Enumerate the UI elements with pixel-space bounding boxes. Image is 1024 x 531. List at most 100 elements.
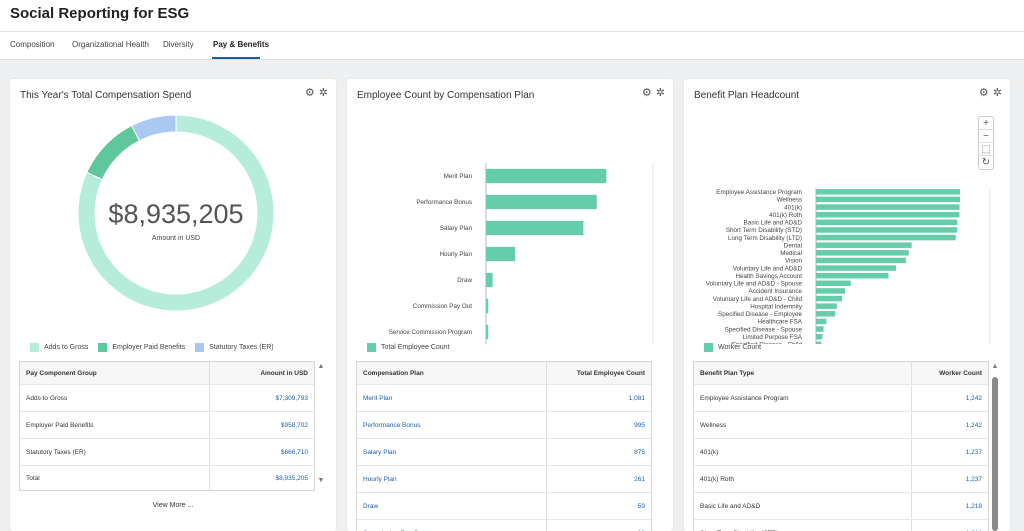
column-header[interactable]: Worker Count <box>939 369 982 377</box>
scroll-up-icon[interactable]: ▲ <box>991 363 999 370</box>
bar[interactable] <box>486 272 493 288</box>
bar[interactable] <box>816 326 824 332</box>
count-link[interactable]: 995 <box>634 421 645 429</box>
column-header[interactable]: Compensation Plan <box>357 362 547 384</box>
plan-link[interactable]: Salary Plan <box>357 439 547 465</box>
table-scrollbar[interactable]: ▲ <box>990 361 1000 531</box>
bar[interactable] <box>816 219 958 226</box>
filter-sliders-icon[interactable]: ⚙ <box>641 87 652 99</box>
table-row: Short Term Disability (STD) 1,218 <box>694 520 988 531</box>
count-link[interactable]: 1,237 <box>965 475 982 483</box>
bar[interactable] <box>816 280 851 287</box>
bar[interactable] <box>486 220 584 236</box>
compensation-plan-table: Compensation Plan Total Employee Count M… <box>356 361 652 531</box>
employee-count-card: Employee Count by Compensation Plan ⚙ ✲ … <box>347 79 673 531</box>
table-row: Draw 59 <box>357 493 651 520</box>
benefit-plan-card: Benefit Plan Headcount ⚙ ✲ Employee Assi… <box>684 79 1010 531</box>
table-row: 401(k) Roth 1,237 <box>694 466 988 493</box>
category-label: Service Commission Program <box>389 329 472 336</box>
column-header[interactable]: Amount in USD <box>260 369 308 377</box>
amount-link[interactable]: $7,309,793 <box>275 394 308 402</box>
count-link[interactable]: 1,218 <box>912 520 988 531</box>
legend-swatch <box>98 343 108 352</box>
bar[interactable] <box>816 295 843 302</box>
card-title: Employee Count by Compensation Plan <box>357 90 535 101</box>
plan-link[interactable]: Merit Plan <box>357 385 547 411</box>
scrollbar-thumb[interactable] <box>992 377 998 531</box>
bar[interactable] <box>816 303 837 309</box>
legend-swatch <box>30 343 39 352</box>
filter-sliders-icon[interactable]: ⚙ <box>978 87 989 99</box>
count-link[interactable]: 1,242 <box>965 421 982 429</box>
bar[interactable] <box>816 211 960 218</box>
tab-diversity[interactable]: Diversity <box>163 40 194 49</box>
count-link[interactable]: 875 <box>634 448 645 456</box>
column-header[interactable]: Benefit Plan Type <box>694 362 912 384</box>
gear-icon[interactable]: ✲ <box>992 87 1002 99</box>
donut-slice[interactable] <box>86 124 141 181</box>
bar[interactable] <box>486 324 489 340</box>
tab-pay-and-benefits[interactable]: Pay & Benefits <box>213 40 270 49</box>
plan-link[interactable]: Commission Pay Out <box>357 520 547 531</box>
bar[interactable] <box>816 318 827 325</box>
benefit-plan-bar-chart: Employee Assistance ProgramWellness401(k… <box>706 188 991 344</box>
count-link[interactable]: 1,242 <box>965 394 982 402</box>
bar[interactable] <box>816 265 897 271</box>
tab-composition[interactable]: Composition <box>10 40 55 49</box>
count-link[interactable]: 20 <box>547 520 651 531</box>
count-link[interactable]: 1,218 <box>965 502 982 510</box>
table-header-row: Pay Component Group Amount in USD <box>20 362 314 385</box>
plan-link[interactable]: Performance Bonus <box>357 412 547 438</box>
zoom-out-icon[interactable]: − <box>979 130 993 143</box>
bar[interactable] <box>816 341 822 344</box>
bar[interactable] <box>816 234 956 241</box>
filter-sliders-icon[interactable]: ⚙ <box>304 87 315 99</box>
donut-slice[interactable] <box>77 114 275 312</box>
bar[interactable] <box>816 272 889 279</box>
zoom-in-icon[interactable]: + <box>979 117 993 130</box>
table-row: Statutory Taxes (ER) $666,710 <box>20 439 314 466</box>
column-header[interactable]: Pay Component Group <box>20 362 210 384</box>
bar[interactable] <box>486 194 597 210</box>
count-link[interactable]: 1,237 <box>965 448 982 456</box>
bar[interactable] <box>486 298 489 314</box>
plan-link[interactable]: Hourly Plan <box>357 466 547 492</box>
chart-legend: Worker Count <box>704 343 771 352</box>
bar[interactable] <box>816 196 961 203</box>
bar[interactable] <box>816 288 845 294</box>
table-scrollbar[interactable]: ▲ ▼ <box>316 361 326 491</box>
gear-icon[interactable]: ✲ <box>655 87 665 99</box>
category-label: Merit Plan <box>444 173 473 180</box>
tab-organizational-health[interactable]: Organizational Health <box>72 40 149 49</box>
bar[interactable] <box>486 246 516 262</box>
reset-zoom-icon[interactable]: ↻ <box>981 157 991 168</box>
count-link[interactable]: 261 <box>634 475 645 483</box>
bar[interactable] <box>816 227 958 233</box>
bar[interactable] <box>816 250 909 256</box>
donut-slice[interactable] <box>131 114 177 142</box>
amount-link[interactable]: $958,702 <box>280 421 308 429</box>
amount-link[interactable]: $8,935,205 <box>275 475 308 482</box>
bar[interactable] <box>816 189 961 195</box>
scroll-up-icon[interactable]: ▲ <box>317 363 325 370</box>
plan-link[interactable]: Draw <box>357 493 547 519</box>
amount-link[interactable]: $666,710 <box>280 448 308 456</box>
category-label: Specified Disease - Child <box>732 342 803 344</box>
zoom-select-icon[interactable]: ⬚ <box>979 143 993 156</box>
bar[interactable] <box>816 257 906 264</box>
bar[interactable] <box>816 333 823 340</box>
category-label: Vision <box>785 258 803 265</box>
view-more-link[interactable]: View More ... <box>152 502 194 509</box>
count-link[interactable]: 59 <box>637 502 645 510</box>
category-label: Voluntary Life and AD&D - Spouse <box>706 281 803 288</box>
scroll-down-icon[interactable]: ▼ <box>317 477 325 484</box>
column-header[interactable]: Total Employee Count <box>576 369 645 377</box>
table-cell: Statutory Taxes (ER) <box>20 439 210 465</box>
benefit-plan-table: Benefit Plan Type Worker Count Employee … <box>693 361 989 531</box>
bar[interactable] <box>816 204 960 210</box>
bar[interactable] <box>816 242 912 248</box>
bar[interactable] <box>816 311 836 317</box>
gear-icon[interactable]: ✲ <box>318 87 328 99</box>
bar[interactable] <box>486 168 607 184</box>
count-link[interactable]: 1,081 <box>628 394 645 402</box>
